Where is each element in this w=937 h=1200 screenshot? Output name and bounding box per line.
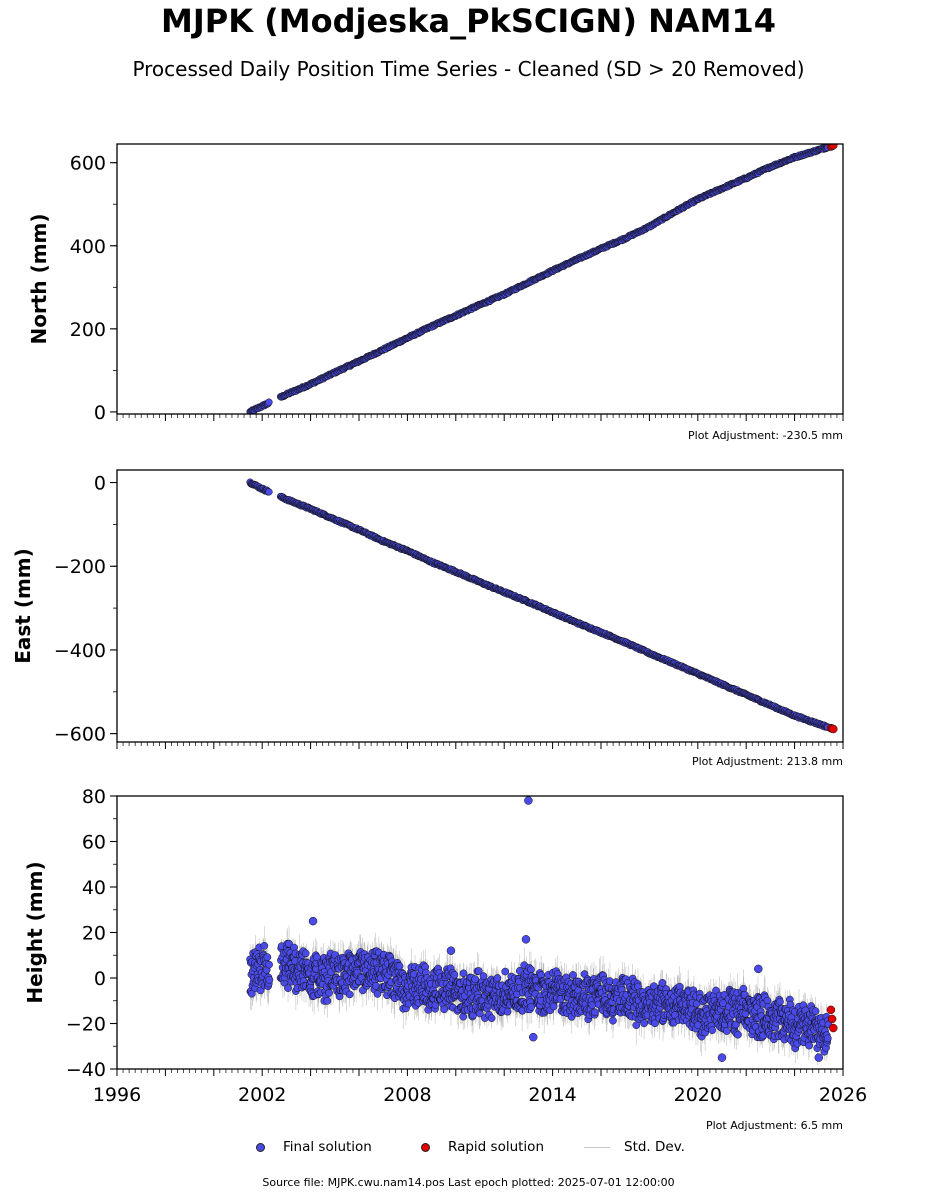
y-tick-label: −400 [54,640,106,662]
final-point [503,1007,512,1016]
final-point [632,1021,641,1030]
final-point [651,1019,659,1028]
north-y-axis-label: North (mm) [27,213,51,344]
height-plot-area [246,796,838,1066]
east-final-points [246,478,832,732]
east-y-ticks: −600 −400 −200 0 [54,473,117,746]
final-point [265,398,273,406]
final-point [474,967,483,975]
final-point [722,1027,731,1035]
rapid-point [829,724,838,734]
final-point [471,975,479,983]
final-point [285,939,293,948]
final-point [459,969,468,978]
final-point [734,1030,742,1039]
y-tick-label: −600 [54,724,106,746]
final-point [569,971,577,979]
final-point [371,982,380,990]
final-point [479,972,488,981]
final-point [323,997,332,1005]
north-x-ticks [116,414,844,421]
final-point [527,1002,536,1011]
final-point [719,999,727,1008]
east-series-1 [826,723,838,734]
y-tick-label: 200 [70,319,106,341]
north-panel: 0 200 400 600 North (mm) [27,143,844,424]
final-point [487,1014,496,1023]
final-point [658,978,667,987]
final-point [265,488,273,496]
y-tick-label: 0 [94,473,106,495]
final-point [284,984,292,992]
east-y-axis-label: East (mm) [11,548,35,664]
north-y-ticks: 0 200 400 600 [70,153,117,424]
rapid-point [829,144,838,150]
final-point [440,1005,449,1014]
east-plot-area [246,478,838,734]
final-point [493,974,502,982]
final-point [345,990,354,999]
final-point [325,989,333,997]
y-tick-label: 600 [70,153,106,175]
north-final-points [246,144,832,414]
east-frame [116,469,844,743]
chart-title: MJPK (Modjeska_PkSCIGN) NAM14 [161,2,776,40]
y-tick-label: −200 [54,556,106,578]
final-point [265,960,273,969]
y-tick-label: 400 [70,236,106,258]
y-tick-label: 0 [94,402,106,424]
final-point [708,1026,717,1035]
final-point [247,989,256,998]
final-point [609,1016,617,1025]
final-point [263,953,272,962]
chart-subtitle: Processed Daily Position Time Series - C… [132,57,805,81]
height-final-points [246,939,833,1056]
final-point [527,965,535,974]
final-point [395,962,404,971]
final-point [260,941,269,950]
final-point [450,970,459,979]
final-point [265,976,274,984]
north-plot-area [246,144,838,414]
final-point [373,990,382,998]
final-point [640,1019,648,1028]
final-point [301,949,310,958]
north-series-1 [826,144,838,151]
final-point [591,1008,599,1017]
final-point [501,967,510,976]
east-panel: −600 −400 −200 0 East (mm) [11,469,844,749]
final-point [549,1002,558,1011]
east-x-ticks [116,742,844,749]
